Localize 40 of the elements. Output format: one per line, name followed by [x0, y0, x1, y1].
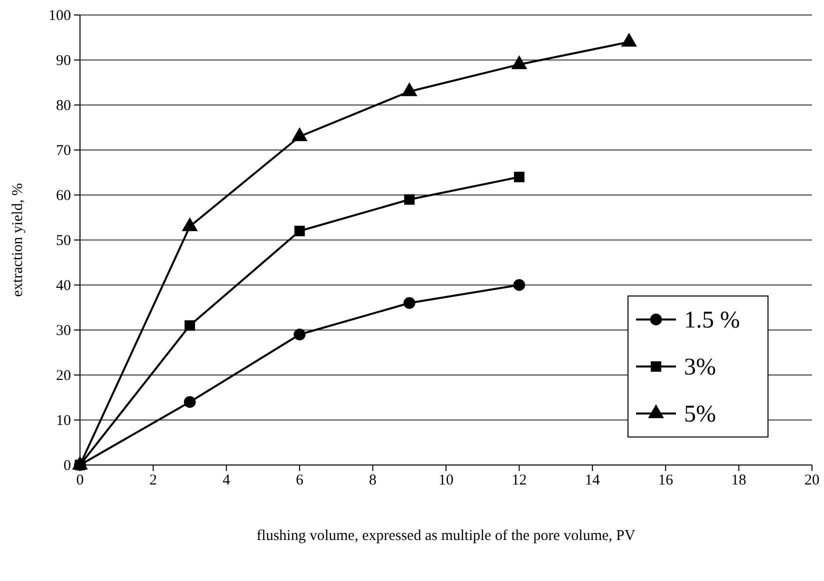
- y-tick-label: 10: [56, 412, 71, 429]
- point: [513, 279, 526, 291]
- point: [621, 32, 637, 47]
- point: [294, 328, 306, 340]
- x-tick-label: 20: [804, 472, 820, 489]
- point: [184, 320, 196, 331]
- y-tick-label: 30: [56, 322, 71, 339]
- y-tick-label: 40: [56, 278, 71, 294]
- point: [294, 226, 305, 236]
- y-tick-label: 60: [56, 188, 71, 204]
- legend-label: 5%: [684, 402, 716, 428]
- point: [511, 55, 528, 70]
- y-tick-label: 20: [56, 368, 71, 384]
- point: [514, 172, 524, 182]
- legend-label: 3%: [684, 354, 716, 380]
- point: [403, 297, 416, 309]
- x-tick-label: 14: [584, 472, 600, 489]
- y-axis-title: extraction yield, %: [10, 183, 26, 297]
- y-tick-label: 80: [56, 98, 71, 114]
- x-tick-label: 18: [731, 472, 746, 489]
- x-tick-label: 4: [222, 472, 231, 489]
- x-tick-label: 0: [76, 472, 84, 489]
- x-axis-title: flushing volume, expressed as multiple of the pore volume, PV: [256, 528, 636, 544]
- y-tick-label: 50: [56, 232, 71, 249]
- y-tick-label: 70: [56, 142, 71, 159]
- legend-label: 1.5 %: [684, 308, 740, 334]
- y-tick-label: 90: [56, 52, 71, 69]
- point: [292, 127, 308, 142]
- point: [404, 194, 415, 205]
- y-tick-label: 100: [48, 8, 71, 24]
- x-tick-label: 2: [149, 472, 157, 489]
- x-tick-label: 6: [296, 472, 304, 489]
- point: [401, 82, 418, 96]
- y-tick-label: 0: [64, 458, 71, 474]
- x-tick-label: 8: [369, 472, 377, 489]
- x-tick-label: 10: [438, 472, 454, 489]
- point: [182, 217, 198, 232]
- point: [184, 396, 196, 408]
- x-tick-label: 12: [512, 472, 527, 489]
- x-tick-label: 16: [658, 472, 674, 489]
